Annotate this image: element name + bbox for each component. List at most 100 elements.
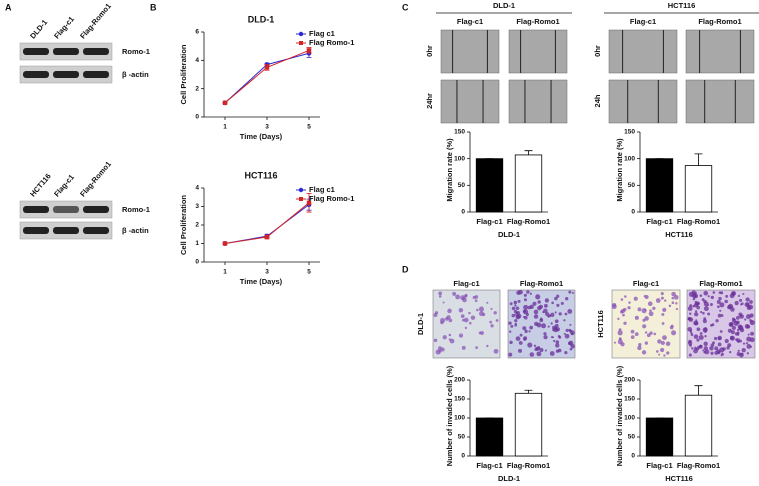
scratch-image [608, 29, 678, 74]
cell [727, 328, 732, 333]
cell [694, 346, 697, 350]
cell [508, 352, 513, 357]
x-axis-label: HCT116 [665, 230, 693, 239]
chart-title: DLD-1 [248, 14, 275, 24]
x-axis-label: Time (Days) [240, 277, 283, 286]
cell [692, 297, 696, 301]
cell [438, 349, 442, 353]
cell [730, 330, 736, 335]
cell [655, 298, 661, 303]
cell [739, 352, 744, 358]
y-tick-label: 200 [454, 377, 465, 384]
cell [516, 311, 520, 315]
cell [702, 311, 705, 315]
cell [486, 344, 489, 348]
cell [720, 314, 724, 317]
cell [526, 290, 530, 294]
cell [749, 300, 753, 304]
blot-band [83, 48, 109, 55]
y-tick-label: 150 [624, 129, 635, 136]
x-tick-label: Flag-Romo1 [507, 217, 550, 226]
cell [565, 297, 569, 301]
cell [518, 341, 523, 345]
cell [694, 312, 699, 317]
column-label: Flag-c1 [630, 17, 656, 26]
marker [264, 234, 270, 240]
cell [729, 350, 732, 354]
cell [745, 314, 751, 320]
panel-letter: B [150, 2, 157, 12]
cell [663, 354, 666, 357]
cell [565, 328, 569, 332]
bar [514, 392, 543, 457]
panel-letter: A [5, 2, 12, 12]
y-tick-label: 2 [195, 85, 199, 92]
cell [563, 319, 566, 322]
scratch-image [440, 79, 500, 124]
legend-label: Flag c1 [309, 185, 335, 194]
cell [533, 314, 539, 319]
cell [472, 295, 476, 300]
cell [717, 351, 721, 355]
series-line [224, 49, 310, 104]
cell [652, 306, 656, 311]
cell [738, 312, 743, 317]
y-tick-label: 4 [195, 57, 199, 64]
cell [490, 307, 493, 310]
cell [569, 347, 573, 351]
cell [689, 312, 692, 315]
cell [701, 298, 705, 302]
lane-label: DLD-1 [28, 18, 49, 41]
cell [442, 301, 445, 304]
cell [509, 330, 512, 333]
cell [617, 339, 623, 345]
panel-letter: C [402, 2, 409, 12]
cell [644, 331, 648, 334]
blot-band [53, 206, 79, 213]
legend-label: Flag c1 [309, 29, 335, 38]
cell [537, 305, 542, 311]
cell [660, 292, 664, 296]
cell [728, 322, 734, 327]
cell [438, 291, 443, 296]
cell [634, 315, 639, 320]
cell [509, 340, 513, 345]
cell [527, 342, 533, 348]
scratch-image [508, 79, 568, 124]
cell [715, 319, 719, 323]
cell [717, 313, 722, 318]
cell [556, 294, 560, 298]
cell [554, 311, 557, 314]
cell [716, 299, 721, 304]
cell [514, 313, 517, 316]
cell [555, 343, 560, 348]
cell [452, 291, 457, 296]
y-tick-label: 100 [624, 415, 635, 422]
x-tick-label: 5 [307, 269, 311, 276]
cell [461, 318, 465, 322]
cell [527, 305, 532, 310]
cell [700, 310, 703, 314]
cell [660, 340, 665, 346]
blot-band [83, 227, 109, 234]
cell [707, 312, 711, 316]
column-label: Flag-Romo1 [699, 279, 742, 288]
y-tick-label: 100 [624, 155, 635, 162]
bar [645, 417, 674, 457]
cell [703, 317, 707, 321]
column-label: Flag-c1 [633, 279, 659, 288]
y-tick-label: 2 [195, 222, 199, 229]
cell [737, 324, 743, 330]
y-tick-label: 150 [624, 396, 635, 403]
column-label: Flag-c1 [457, 17, 483, 26]
scratch-image [608, 79, 678, 124]
cell [737, 340, 740, 343]
cell [718, 291, 722, 294]
cell [511, 306, 516, 311]
row-label: 0hr [593, 45, 602, 57]
cell [719, 330, 723, 333]
cell [478, 306, 484, 312]
cell [474, 299, 478, 303]
cell [750, 331, 755, 336]
